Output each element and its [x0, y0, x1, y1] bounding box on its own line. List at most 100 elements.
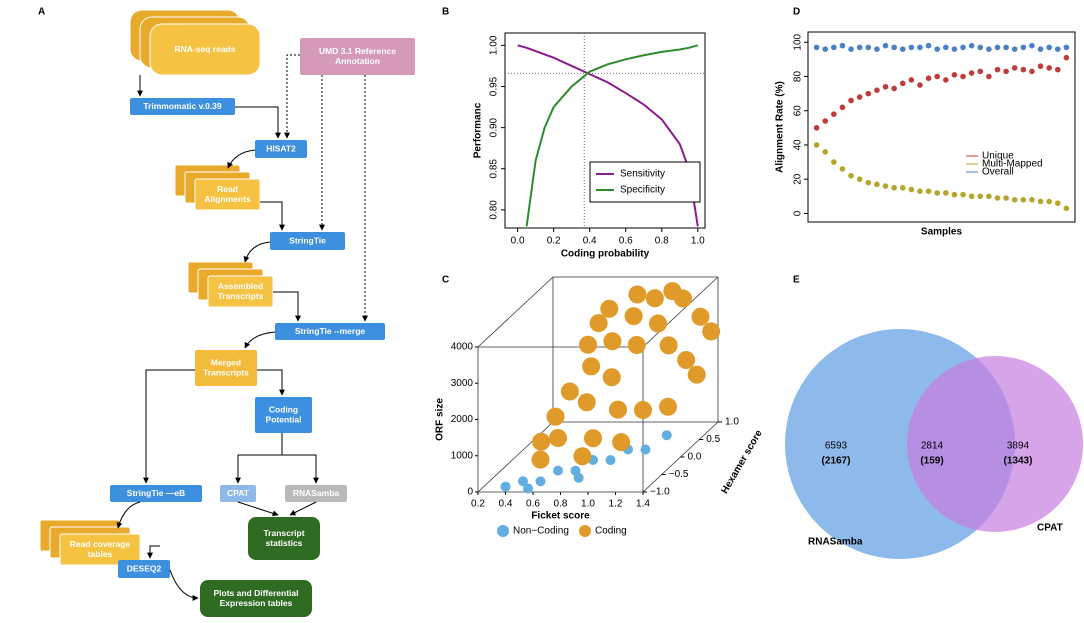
node-box — [275, 323, 385, 340]
point — [839, 104, 846, 111]
panel-label: A — [38, 7, 45, 18]
point — [977, 193, 984, 200]
point — [546, 407, 565, 426]
x-tick-label: 0.4 — [583, 236, 597, 247]
y-tick-label: 100 — [793, 33, 804, 50]
flow-edges — [116, 54, 368, 601]
set-label: CPAT — [1037, 523, 1063, 534]
x-tick-label: 1.0 — [581, 499, 595, 510]
point — [839, 42, 846, 49]
point — [994, 44, 1001, 51]
point — [934, 46, 940, 52]
y-tick-label: 1000 — [451, 450, 474, 461]
point — [523, 483, 533, 494]
point — [891, 184, 897, 191]
point — [634, 401, 652, 419]
node-label: DESEQ2 — [127, 563, 162, 573]
point — [1020, 196, 1027, 203]
point — [573, 472, 584, 483]
point — [1003, 195, 1009, 201]
node-box — [255, 397, 312, 433]
node-label: StringTie — [289, 235, 326, 245]
y-tick-label: 80 — [793, 71, 804, 83]
legend-label: Multi-Mapped — [982, 159, 1043, 170]
point — [986, 46, 992, 52]
y-tick-label: 1.00 — [489, 35, 500, 55]
point — [925, 188, 932, 194]
point — [856, 44, 863, 51]
point — [822, 118, 829, 124]
node-label: Assembled — [218, 281, 263, 291]
legend-swatch — [497, 525, 509, 537]
legend-label: Coding — [595, 526, 627, 537]
point — [577, 393, 596, 412]
flow-node: RNASamba — [285, 485, 347, 502]
point — [640, 444, 651, 455]
point — [602, 368, 621, 387]
point — [535, 476, 546, 487]
edge — [169, 569, 199, 601]
legend-label: Non−Coding — [513, 526, 569, 537]
node-label: Alignments — [204, 194, 251, 204]
point — [943, 190, 949, 196]
flow-node: StringTie --merge — [275, 323, 385, 340]
edge — [244, 331, 276, 349]
node-label: Read — [217, 184, 238, 194]
edge — [235, 433, 283, 484]
node-box — [110, 485, 202, 502]
node-label: Transcripts — [203, 367, 249, 377]
point — [813, 142, 820, 148]
region-count: 2814 — [921, 441, 944, 452]
point — [951, 71, 958, 78]
set-circle — [907, 356, 1083, 532]
z-tick-label: −0.5 — [669, 469, 689, 480]
point — [677, 351, 696, 369]
point — [917, 44, 923, 51]
point — [831, 44, 837, 51]
point — [531, 450, 550, 469]
point — [874, 181, 880, 188]
node-label: Potential — [266, 414, 302, 424]
point — [589, 314, 608, 333]
point — [899, 80, 906, 87]
x-tick-label: 0.4 — [499, 499, 513, 510]
point — [659, 336, 678, 355]
point — [612, 433, 631, 452]
edge — [243, 241, 271, 263]
plot-frame — [504, 32, 706, 229]
flow-node: StringTie —eB — [110, 485, 202, 502]
point — [1020, 66, 1027, 73]
y-tick-label: 0.85 — [489, 159, 500, 179]
x-tick-label: 0.2 — [547, 236, 561, 247]
point — [600, 299, 619, 318]
plot-frame — [807, 31, 1076, 223]
point — [582, 357, 601, 376]
point — [624, 307, 643, 326]
point — [831, 111, 837, 117]
point — [960, 73, 966, 80]
x-tick-label: 0.6 — [619, 236, 633, 247]
point — [986, 73, 992, 80]
box-edge — [642, 276, 719, 348]
point — [925, 75, 932, 82]
reads-shape — [149, 23, 261, 76]
point — [874, 87, 880, 93]
point — [943, 77, 949, 83]
point — [1063, 44, 1070, 51]
node-label: Plots and Differential — [213, 588, 298, 598]
panel-label: D — [793, 7, 800, 18]
region-subcount: (1343) — [1004, 456, 1033, 467]
point — [1029, 196, 1035, 203]
edge — [284, 54, 300, 139]
flow-node: StringTie — [270, 232, 345, 250]
node-label: UMD 3.1 Reference — [319, 46, 396, 56]
point — [891, 44, 897, 51]
y-axis-label: Performanc — [473, 102, 484, 158]
point — [1054, 46, 1061, 52]
point — [856, 176, 863, 183]
y-tick-label: 0.80 — [489, 200, 500, 220]
point — [813, 44, 820, 51]
